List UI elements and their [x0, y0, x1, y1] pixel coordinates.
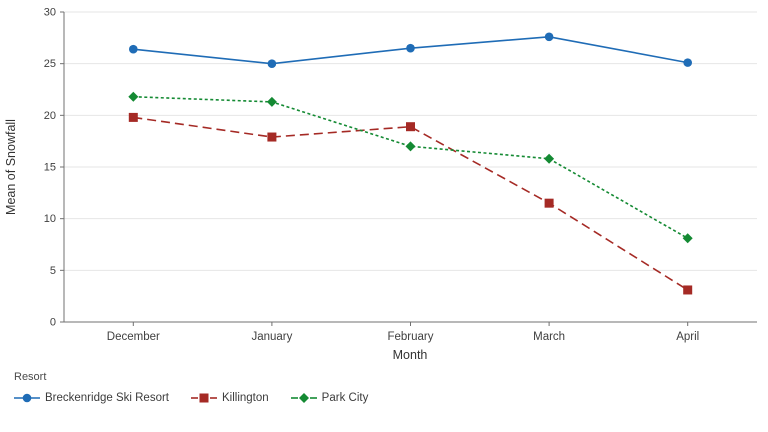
axes — [60, 11, 757, 326]
axis-tick-labels: 0 5 10 15 20 25 30 December January February March… — [44, 7, 699, 344]
legend-items: Breckenridge Ski Resort Killington Park … — [14, 392, 754, 404]
data-series — [128, 32, 693, 295]
legend-item-label: Park City — [321, 392, 369, 404]
legend-item-killington[interactable]: Killington — [191, 392, 269, 404]
x-axis-title: Month — [393, 348, 428, 362]
line-circle-marker-icon — [14, 393, 40, 403]
svg-text:30: 30 — [44, 7, 56, 19]
svg-text:December: December — [107, 331, 160, 343]
gridlines — [64, 11, 757, 271]
svg-text:0: 0 — [50, 317, 56, 329]
svg-text:March: March — [533, 331, 565, 343]
dash-diamond-marker-icon — [290, 393, 317, 403]
legend-title: Resort — [14, 371, 47, 383]
svg-text:January: January — [251, 331, 292, 343]
svg-text:20: 20 — [44, 110, 56, 122]
legend-item-label: Breckenridge Ski Resort — [45, 392, 169, 404]
dash-square-marker-icon — [191, 393, 217, 403]
y-axis-title: Mean of Snowfall — [4, 119, 18, 215]
svg-text:25: 25 — [44, 58, 56, 70]
chart-plot-area: 0 5 10 15 20 25 30 December January February March… — [4, 7, 757, 362]
legend: Resort Breckenridge Ski Resort Killingto… — [14, 371, 754, 404]
svg-text:15: 15 — [44, 162, 56, 174]
legend-item-breckenridge[interactable]: Breckenridge Ski Resort — [14, 392, 169, 404]
svg-text:5: 5 — [50, 265, 56, 277]
svg-text:10: 10 — [44, 213, 56, 225]
svg-text:February: February — [387, 331, 433, 343]
legend-item-label: Killington — [222, 392, 269, 404]
legend-item-parkcity[interactable]: Park City — [290, 392, 369, 404]
svg-text:April: April — [676, 331, 699, 343]
